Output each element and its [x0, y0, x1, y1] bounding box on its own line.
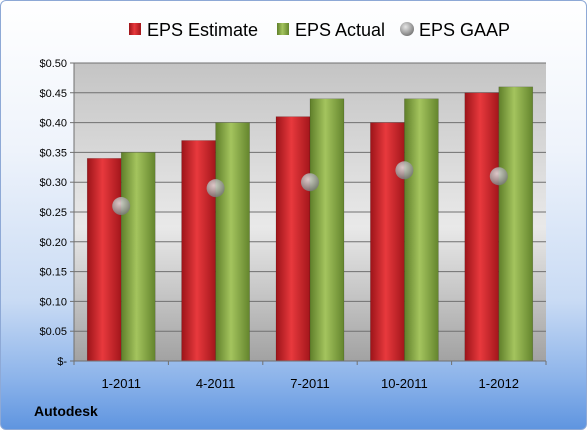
legend-label: EPS GAAP [419, 20, 510, 40]
gaap-markers [112, 161, 508, 216]
bar-eps-estimate-10-2011 [370, 122, 405, 362]
legend-item-eps-gaap: EPS GAAP [400, 20, 510, 40]
marker-eps-gaap-10-2011 [395, 161, 414, 180]
y-tick-label: $- [57, 356, 67, 368]
y-tick-label: $0.15 [39, 267, 67, 279]
bar-eps-actual-4-2011 [215, 122, 250, 362]
x-tick-label: 1-2011 [101, 376, 141, 391]
legend-label: EPS Estimate [147, 20, 258, 40]
y-tick-label: $0.50 [39, 58, 67, 70]
bar-eps-actual-7-2011 [309, 98, 345, 362]
marker-eps-gaap-7-2011 [301, 173, 319, 192]
x-tick-label: 1-2012 [479, 376, 519, 391]
legend-swatch-eps-estimate [129, 23, 141, 35]
x-tick-label: 7-2011 [290, 376, 330, 391]
y-tick-label: $0.35 [39, 147, 67, 159]
y-tick-label: $0.10 [39, 296, 67, 308]
x-tick-label: 4-2011 [196, 376, 236, 391]
y-axis: $- $0.05 $0.10 $0.15 $0.20 $0.25 $0.30 $0.35 $0.… [39, 58, 75, 368]
legend-swatch-eps-gaap [400, 22, 414, 36]
bar-eps-estimate-1-2012 [464, 92, 500, 362]
legend-label: EPS Actual [295, 20, 385, 40]
y-tick-label: $0.45 [39, 88, 67, 100]
bar-eps-actual-10-2011 [404, 98, 439, 362]
y-tick-label: $0.30 [39, 177, 67, 189]
y-tick-label: $0.25 [39, 207, 67, 219]
legend-item-eps-estimate: EPS Estimate [129, 20, 258, 40]
bar-eps-estimate-1-2011 [86, 158, 122, 362]
marker-eps-gaap-1-2011 [112, 197, 131, 216]
legend-item-eps-actual: EPS Actual [277, 20, 385, 40]
bar-eps-actual-1-2011 [120, 152, 156, 362]
marker-eps-gaap-4-2011 [206, 179, 225, 198]
x-axis: 1-2011 4-2011 7-2011 10-2011 1-2012 [73, 360, 547, 391]
bars [86, 86, 534, 362]
y-tick-label: $0.20 [39, 237, 67, 249]
y-tick-label: $0.40 [39, 118, 67, 130]
bar-eps-actual-1-2012 [498, 86, 534, 362]
company-label: Autodesk [34, 403, 98, 419]
legend-swatch-eps-actual [277, 23, 289, 35]
legend: EPS Estimate EPS Actual EPS GAAP [129, 20, 510, 40]
marker-eps-gaap-1-2012 [489, 167, 508, 186]
bar-eps-estimate-4-2011 [181, 140, 216, 362]
bar-eps-estimate-7-2011 [275, 116, 311, 362]
x-tick-label: 10-2011 [381, 376, 428, 391]
y-tick-label: $0.05 [39, 326, 67, 338]
